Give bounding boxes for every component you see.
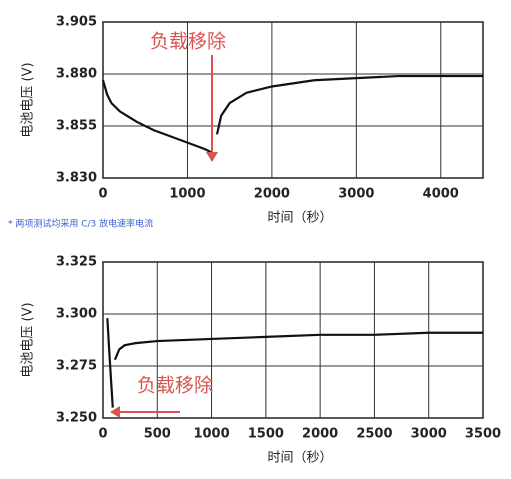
x-tick-label: 3000 [411, 427, 447, 442]
x-tick-label: 0 [98, 427, 107, 442]
data-line [101, 74, 483, 155]
x-tick-label: 0 [98, 187, 107, 202]
x-tick-label: 1000 [169, 187, 205, 202]
y-tick-label: 3.905 [56, 15, 97, 30]
data-line [106, 318, 483, 408]
y-tick-label: 3.855 [56, 119, 97, 134]
x-tick-label: 2000 [254, 187, 290, 202]
x-tick-label: 1000 [193, 427, 229, 442]
annotation: 负载移除 [137, 375, 213, 397]
x-tick-label: 2500 [356, 427, 392, 442]
annotation-arrowhead [110, 406, 120, 418]
y-tick-label: 3.325 [56, 255, 97, 270]
y-tick-label: 3.880 [56, 67, 97, 82]
annotation-arrowhead [206, 152, 218, 162]
x-tick-label: 3500 [465, 427, 501, 442]
footnote: * 两项测试均采用 C/3 放电速率电流 [8, 218, 153, 230]
x-tick-label: 1500 [248, 427, 284, 442]
plot-frame [102, 21, 484, 179]
y-axis-label: 电池电压 (V) [21, 302, 36, 377]
plot-frame [102, 261, 484, 419]
x-axis-label: 时间（秒） [267, 451, 332, 466]
x-axis-label: 时间（秒） [267, 211, 332, 226]
y-axis-label: 电池电压 (V) [21, 62, 36, 137]
annotation: 负载移除 [150, 31, 226, 53]
x-tick-label: 500 [144, 427, 171, 442]
y-tick-label: 3.275 [56, 359, 97, 374]
y-tick-label: 3.830 [56, 171, 97, 186]
y-tick-label: 3.300 [56, 307, 97, 322]
x-tick-label: 3000 [338, 187, 374, 202]
x-tick-label: 4000 [423, 187, 459, 202]
y-tick-label: 3.250 [56, 411, 97, 426]
x-tick-label: 2000 [302, 427, 338, 442]
